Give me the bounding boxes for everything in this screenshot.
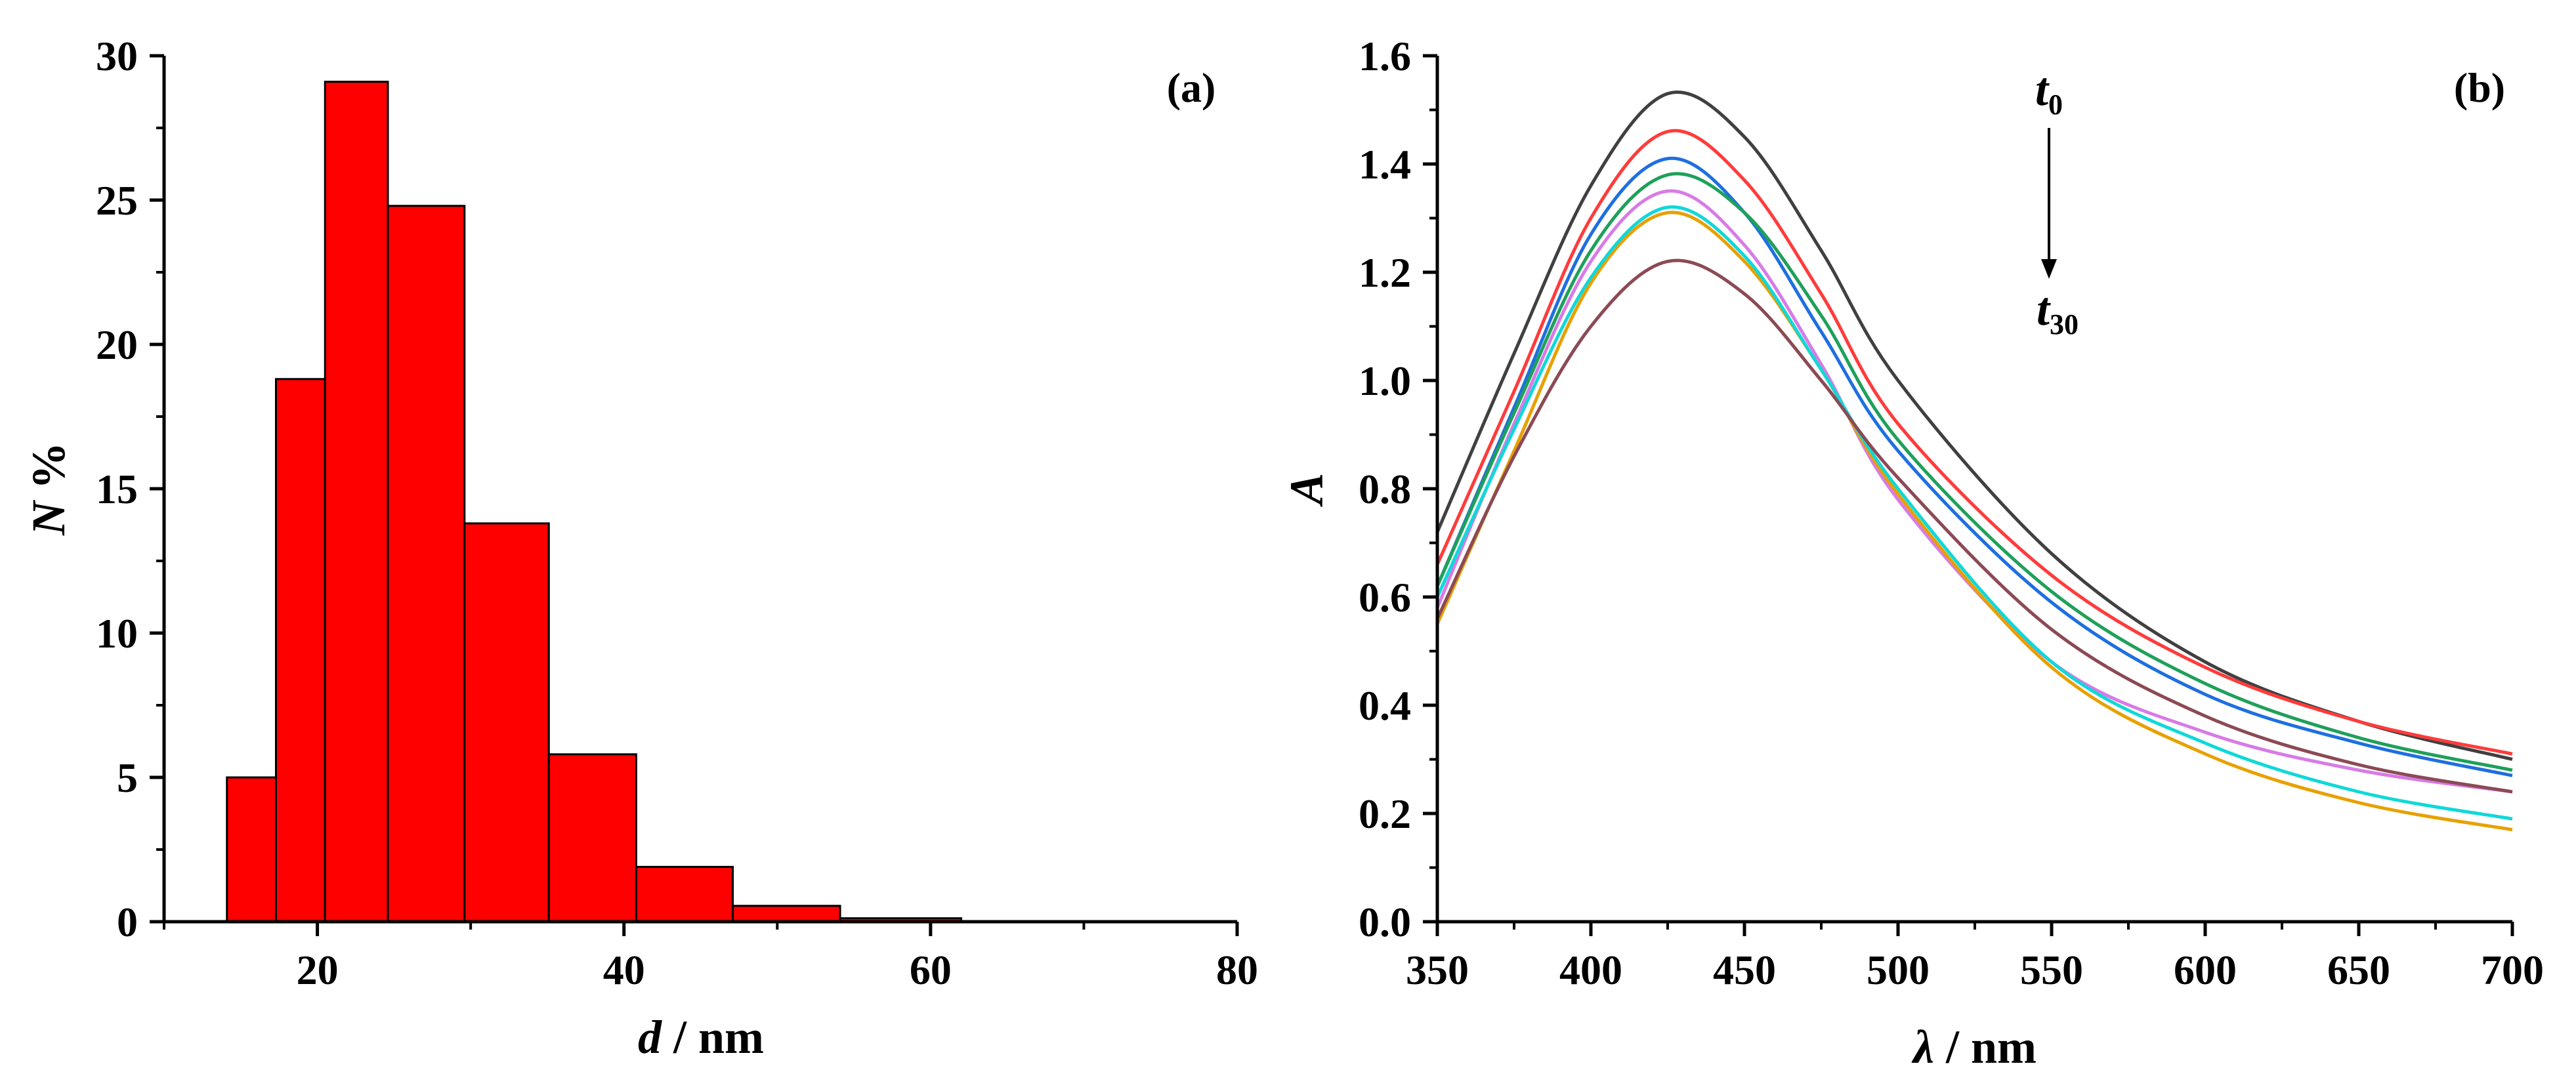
histogram-panel-label: (a) xyxy=(1167,64,1216,111)
histogram-bar-7 xyxy=(732,905,841,923)
histogram-bar-3 xyxy=(387,205,466,923)
histogram-x-axis-label: d / nm xyxy=(638,1011,764,1063)
absorbance-panel-label: (b) xyxy=(2454,64,2505,111)
histogram-y-var: N xyxy=(22,499,75,536)
histogram-x-tick-label-1: 40 xyxy=(603,947,645,993)
absorbance-x-tick-label-3: 500 xyxy=(1867,947,1930,993)
histogram-y-tick-label-0: 0 xyxy=(117,899,138,945)
histogram-y-unit: % xyxy=(22,442,75,501)
histogram-bars xyxy=(226,81,963,923)
arrow-start-var: t xyxy=(2035,63,2050,115)
absorbance-x-axis-label: λ / nm xyxy=(1911,1021,2037,1073)
absorbance-axis-ticks: 350 400 450 500 550 600 650 700 0.0 0.2 0.4 0.6 0.8 1… xyxy=(1359,33,2544,993)
histogram-panel: 20 40 60 80 0 5 10 15 20 25 30 (a) d / nm N % xyxy=(22,33,1258,1063)
histogram-axis-ticks: 20 40 60 80 0 5 10 15 20 25 30 xyxy=(96,33,1258,993)
absorbance-series-t1 xyxy=(1435,129,2513,756)
histogram-y-axis-label: N % xyxy=(22,442,75,536)
arrow-start-label: t0 xyxy=(2035,63,2063,121)
absorbance-series-t3 xyxy=(1435,172,2513,772)
absorbance-series-t4 xyxy=(1435,189,2513,794)
histogram-bar-1 xyxy=(275,378,326,923)
arrow-start-subscript: 0 xyxy=(2048,89,2063,121)
histogram-y-tick-label-2: 10 xyxy=(96,610,138,657)
absorbance-y-tick-label-2: 0.4 xyxy=(1359,682,1411,729)
absorbance-y-tick-label-1: 0.2 xyxy=(1359,791,1411,837)
absorbance-series-t6 xyxy=(1435,205,2513,821)
absorbance-x-tick-label-0: 350 xyxy=(1406,947,1469,993)
absorbance-x-tick-label-1: 400 xyxy=(1559,947,1622,993)
arrow-end-subscript: 30 xyxy=(2050,308,2079,340)
histogram-y-tick-label-5: 25 xyxy=(96,177,138,224)
histogram-bar-6 xyxy=(635,865,734,923)
time-arrow-head xyxy=(2041,259,2057,279)
absorbance-y-tick-label-0: 0.0 xyxy=(1359,899,1411,945)
arrow-end-var: t xyxy=(2037,283,2051,335)
histogram-bar-2 xyxy=(324,81,389,923)
histogram-y-tick-label-1: 5 xyxy=(117,754,138,801)
histogram-y-tick-label-3: 15 xyxy=(96,466,138,512)
absorbance-y-axis-label: A xyxy=(1280,473,1333,507)
absorbance-x-tick-label-6: 650 xyxy=(2327,947,2390,993)
histogram-x-tick-label-3: 80 xyxy=(1216,947,1258,993)
histogram-x-tick-label-0: 20 xyxy=(297,947,339,993)
absorbance-x-tick-label-7: 700 xyxy=(2481,947,2544,993)
absorbance-y-tick-label-5: 1.0 xyxy=(1359,358,1411,404)
absorbance-y-tick-label-6: 1.2 xyxy=(1359,249,1411,296)
histogram-bar-5 xyxy=(547,753,637,923)
absorbance-x-tick-label-5: 600 xyxy=(2174,947,2237,993)
absorbance-series-t0 xyxy=(1435,90,2513,761)
absorbance-x-var: λ xyxy=(1911,1021,1934,1073)
absorbance-series-t7 xyxy=(1435,258,2513,794)
absorbance-y-tick-label-4: 0.8 xyxy=(1359,466,1411,512)
histogram-bar-4 xyxy=(463,522,550,923)
histogram-y-tick-label-4: 20 xyxy=(96,321,138,368)
absorbance-y-tick-label-8: 1.6 xyxy=(1359,33,1411,79)
absorbance-series-t2 xyxy=(1435,156,2513,777)
histogram-x-var: d xyxy=(638,1011,662,1063)
absorbance-x-unit: / nm xyxy=(1934,1021,2037,1073)
histogram-x-tick-label-2: 60 xyxy=(910,947,952,993)
absorbance-y-tick-label-7: 1.4 xyxy=(1359,141,1411,188)
absorbance-y-tick-label-3: 0.6 xyxy=(1359,574,1411,621)
absorbance-series-lines xyxy=(1435,90,2513,832)
absorbance-panel: 350 400 450 500 550 600 650 700 0.0 0.2 0.4 0.6 0.8 1… xyxy=(1280,33,2544,1073)
histogram-bar-0 xyxy=(226,776,278,923)
absorbance-x-tick-label-4: 550 xyxy=(2020,947,2083,993)
arrow-end-label: t30 xyxy=(2037,283,2079,340)
absorbance-x-tick-label-2: 450 xyxy=(1713,947,1776,993)
histogram-y-tick-label-6: 30 xyxy=(96,33,138,79)
histogram-x-unit: / nm xyxy=(662,1011,764,1063)
